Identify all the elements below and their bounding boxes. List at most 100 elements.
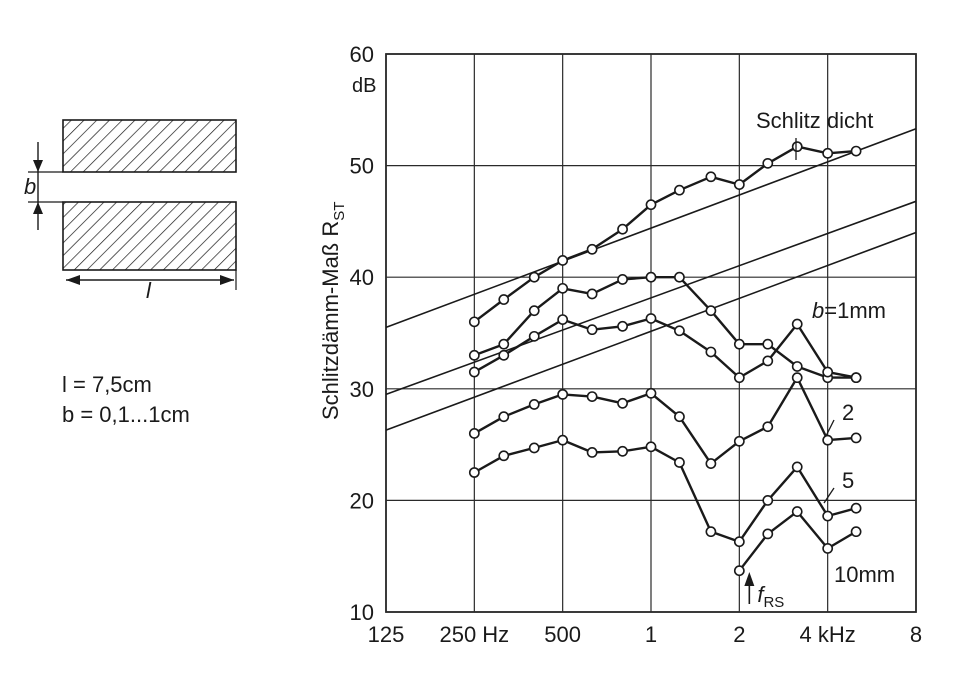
l-arrow-left-icon (66, 275, 80, 285)
x-tick-label-6: 8 (910, 622, 922, 647)
data-point-s5-p2 (791, 506, 803, 517)
y-unit-label: dB (352, 75, 376, 97)
label-b-1mm: b=1mm (812, 298, 886, 323)
data-point-s2-p12 (822, 366, 834, 378)
data-point-s2-p6 (645, 313, 657, 324)
data-point-s2-p10 (762, 355, 774, 367)
data-point-s4-p8 (705, 526, 717, 538)
f-rs-label-sub: RS (763, 594, 784, 611)
data-point-s3-p2 (528, 399, 540, 410)
label-b-1mm-prefix: b (812, 298, 824, 323)
data-point-s2-p5 (617, 320, 628, 332)
b-arrow-down-icon (33, 160, 43, 172)
data-point-s0-p11 (791, 141, 803, 153)
data-point-s4-p13 (850, 502, 862, 514)
b-spec-text: b = 0,1...1cm (62, 402, 190, 427)
data-point-s4-p5 (617, 445, 628, 457)
data-point-s3-p11 (791, 372, 803, 384)
chart-grid (385, 53, 917, 613)
data-point-s1-p2 (528, 305, 540, 317)
leader-b-5 (823, 487, 835, 504)
plot-frame (385, 53, 917, 613)
data-point-s0-p9 (733, 179, 745, 190)
b-arrow-up-icon (33, 202, 43, 214)
data-point-s3-p7 (674, 411, 685, 423)
data-point-s5-p0 (733, 565, 745, 577)
data-point-s0-p1 (498, 294, 510, 305)
data-point-s1-p4 (586, 288, 598, 300)
data-point-s4-p12 (822, 510, 834, 522)
data-point-s4-p9 (733, 536, 745, 548)
data-point-s3-p3 (557, 388, 569, 400)
b-dimension-label: b (24, 174, 36, 199)
data-markers (468, 141, 862, 577)
data-point-s0-p12 (822, 147, 834, 159)
data-point-s1-p6 (645, 271, 657, 283)
data-point-s0-p0 (468, 316, 480, 328)
data-point-s3-p4 (586, 391, 598, 403)
series-line-4 (473, 438, 857, 543)
data-point-s0-p7 (674, 184, 685, 196)
data-point-s5-p1 (762, 528, 774, 540)
data-point-s4-p11 (791, 461, 803, 473)
f-rs-arrow-up-icon (744, 572, 755, 586)
series-line-0 (473, 145, 857, 323)
data-point-s4-p1 (498, 450, 510, 462)
data-point-s3-p1 (498, 411, 510, 423)
leader-b-2 (825, 419, 835, 437)
data-point-s3-p12 (822, 434, 834, 446)
data-point-s1-p7 (674, 271, 685, 283)
data-point-s4-p4 (586, 447, 598, 458)
data-point-s3-p10 (762, 421, 774, 433)
data-point-s0-p6 (645, 199, 657, 211)
y-axis-title: Schlitzdämm-Maß RST (318, 202, 348, 420)
data-point-s0-p4 (586, 243, 598, 255)
label-b-2: 2 (842, 400, 854, 425)
data-point-s5-p4 (850, 526, 862, 538)
data-point-s1-p10 (762, 338, 774, 350)
data-point-s2-p0 (468, 366, 480, 378)
data-point-s0-p3 (557, 255, 569, 266)
data-point-s2-p8 (705, 346, 717, 358)
label-b-5: 5 (842, 468, 854, 493)
f-rs-label: fRS (757, 582, 784, 611)
data-point-s4-p0 (468, 467, 480, 478)
y-tick-label-5: 60 (350, 42, 374, 67)
data-point-s1-p3 (557, 282, 569, 294)
data-point-s2-p9 (733, 372, 745, 384)
data-point-s2-p7 (674, 325, 685, 337)
data-point-s0-p10 (762, 157, 774, 169)
data-point-s2-p3 (557, 314, 569, 326)
data-point-s5-p3 (822, 542, 834, 554)
data-point-s2-p2 (528, 330, 540, 342)
data-point-s4-p3 (557, 434, 569, 446)
data-point-s3-p5 (617, 397, 628, 409)
y-tick-label-1: 20 (350, 488, 374, 513)
f-rs-label-main: f (757, 582, 766, 607)
data-point-s4-p10 (762, 494, 774, 506)
y-tick-labels: 10 20 30 40 50 60 (350, 42, 374, 625)
data-point-s3-p0 (468, 428, 480, 439)
reference-line-0 (385, 128, 917, 329)
x-tick-labels: 125 250 Hz 500 1 2 4 kHz 8 (368, 622, 922, 647)
data-point-s3-p8 (705, 458, 717, 469)
reference-line-2 (385, 231, 917, 431)
l-arrow-right-icon (220, 275, 234, 285)
data-point-s1-p1 (498, 338, 510, 350)
l-dimension-label: l (146, 278, 152, 303)
series-line-2 (473, 317, 857, 379)
series-line-1 (473, 276, 857, 379)
lower-wall-block (62, 201, 237, 271)
data-point-s3-p6 (645, 387, 657, 399)
label-b-1mm-value: =1mm (824, 298, 886, 323)
x-tick-label-2: 500 (544, 622, 581, 647)
x-tick-label-5: 4 kHz (800, 622, 856, 647)
data-point-s0-p8 (705, 171, 717, 183)
l-spec-text: l = 7,5cm (62, 372, 152, 397)
data-point-s3-p13 (850, 432, 862, 444)
label-b-10mm: 10mm (834, 562, 895, 587)
data-point-s0-p2 (528, 271, 540, 283)
data-point-s1-p9 (733, 338, 745, 350)
data-point-s0-p13 (850, 145, 862, 157)
